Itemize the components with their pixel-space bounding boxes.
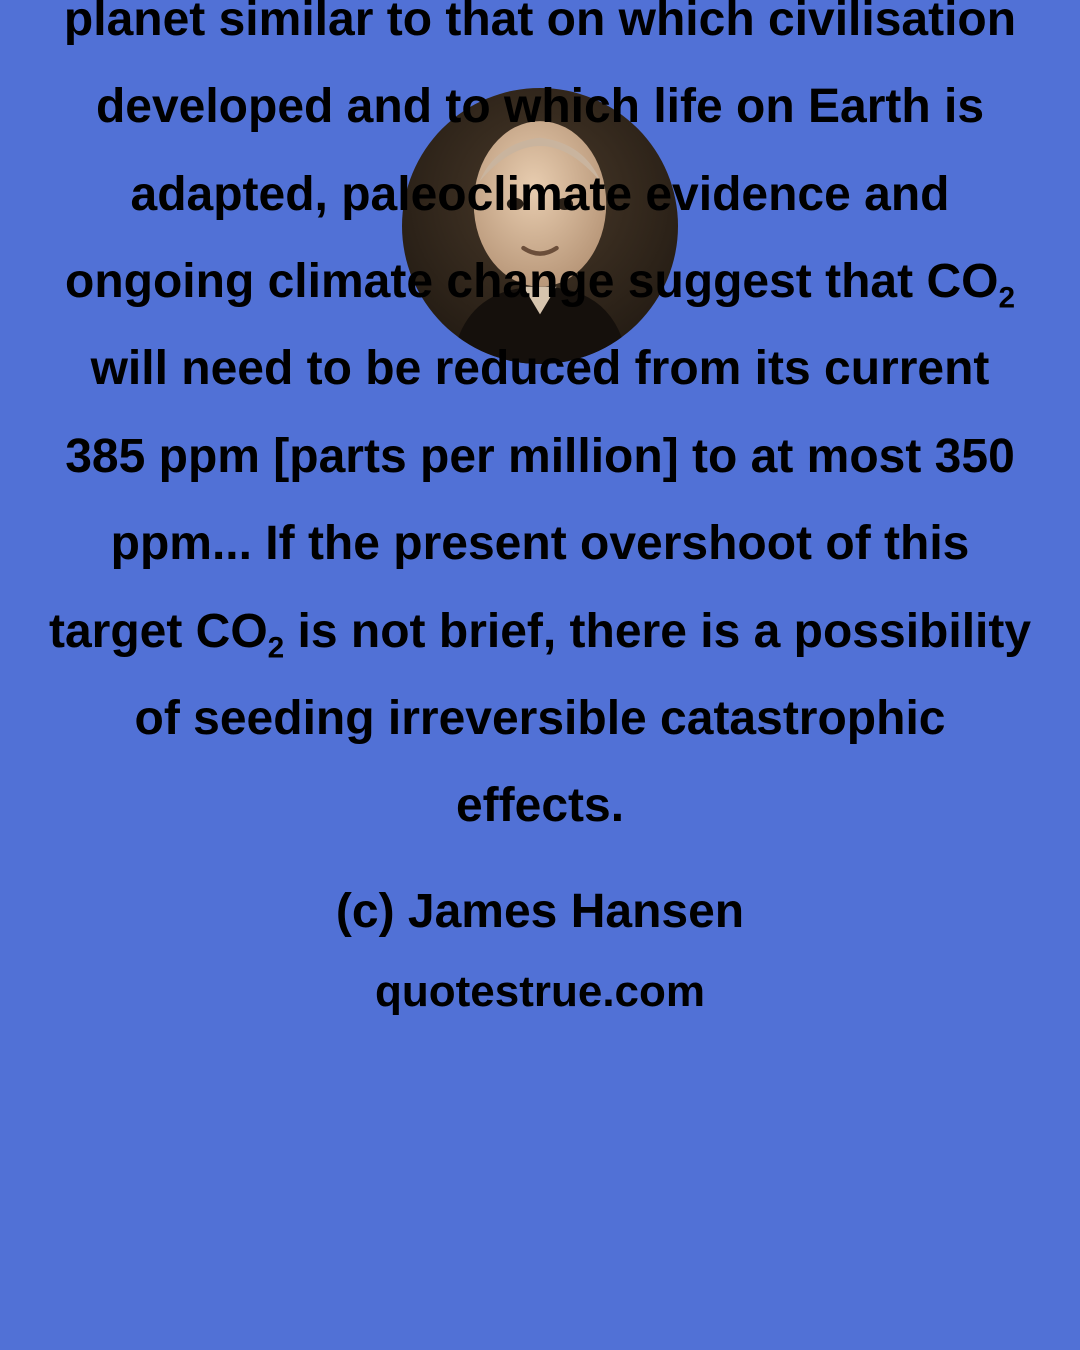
source-site: quotestrue.com <box>375 967 705 1017</box>
quote-segment: planet similar to that on which civilisa… <box>64 0 1016 308</box>
quote-card: planet similar to that on which civilisa… <box>0 0 1080 1350</box>
subscript-text: 2 <box>268 631 285 664</box>
subscript-text: 2 <box>998 282 1015 315</box>
attribution-text: (c) James Hansen <box>336 884 744 939</box>
quote-text: planet similar to that on which civilisa… <box>46 0 1034 850</box>
